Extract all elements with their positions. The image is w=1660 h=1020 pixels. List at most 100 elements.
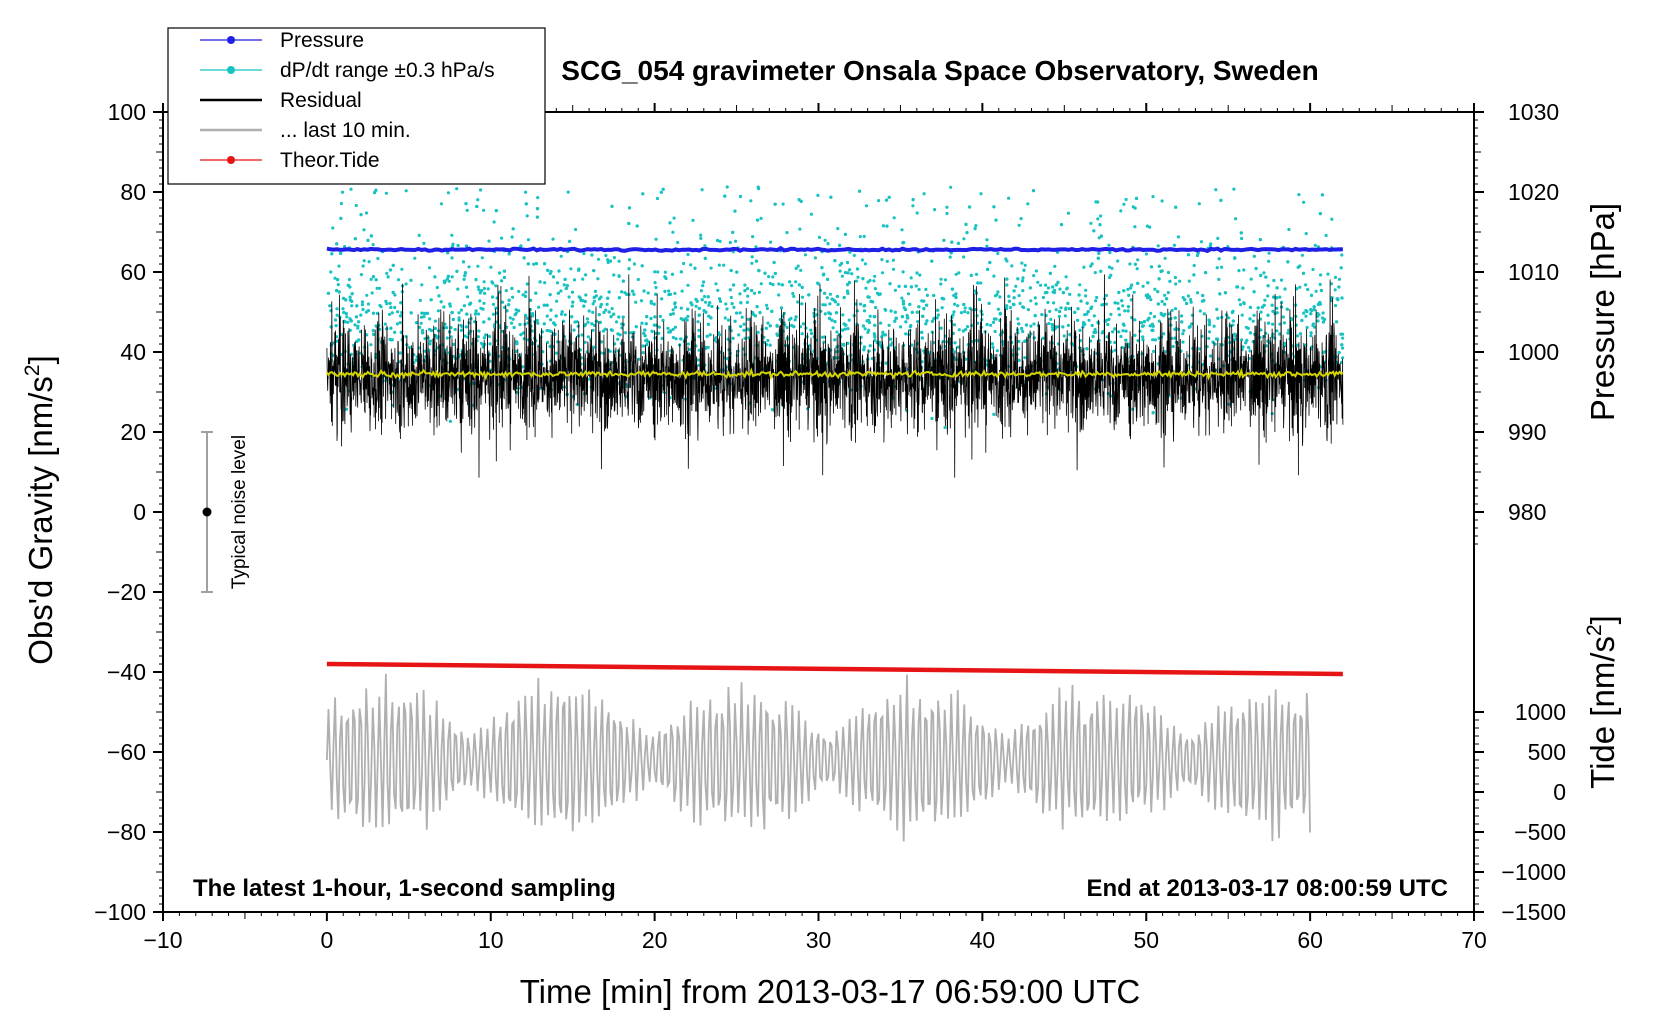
dpdt-point — [654, 237, 658, 241]
dpdt-point — [1302, 200, 1306, 204]
dpdt-point — [1139, 321, 1144, 325]
dpdt-point — [521, 365, 525, 369]
dpdt-point — [952, 310, 956, 314]
dpdt-point — [409, 311, 413, 315]
dpdt-point — [393, 305, 397, 310]
dpdt-point — [1005, 304, 1009, 308]
y-axis-left-title: Obs'd Gravity [nm/s2] — [21, 355, 59, 665]
dpdt-point — [374, 278, 378, 282]
dpdt-point — [974, 308, 978, 312]
dpdt-point — [1270, 303, 1274, 307]
dpdt-point — [722, 263, 726, 267]
dpdt-point — [841, 328, 845, 332]
dpdt-point — [616, 337, 620, 341]
dpdt-point — [729, 268, 733, 273]
dpdt-point — [1180, 314, 1184, 318]
dpdt-point — [1140, 324, 1145, 328]
dpdt-point — [1017, 339, 1021, 343]
dpdt-point — [621, 279, 626, 283]
dpdt-point — [328, 304, 332, 308]
dpdt-point — [451, 317, 455, 322]
dpdt-point — [1202, 298, 1206, 303]
dpdt-point — [461, 260, 466, 264]
dpdt-point — [361, 264, 365, 268]
dpdt-point — [1121, 304, 1125, 308]
dpdt-point — [634, 325, 638, 329]
dpdt-point — [575, 402, 579, 407]
dpdt-point — [653, 315, 657, 319]
dpdt-point — [1216, 236, 1220, 240]
dpdt-point — [866, 295, 870, 299]
dpdt-point — [598, 320, 602, 324]
dpdt-point — [840, 274, 845, 278]
dpdt-point — [564, 286, 568, 291]
dpdt-point — [341, 307, 345, 311]
dpdt-point — [1107, 243, 1111, 247]
dpdt-point — [921, 314, 925, 318]
dpdt-point — [1054, 308, 1058, 312]
dpdt-point — [1170, 308, 1174, 312]
dpdt-point — [1322, 350, 1326, 354]
dpdt-point — [663, 289, 667, 293]
dpdt-point — [629, 331, 633, 335]
dpdt-point — [1050, 323, 1054, 327]
dpdt-point — [359, 213, 363, 217]
dpdt-point — [856, 275, 860, 279]
dpdt-point — [1165, 297, 1169, 301]
dpdt-point — [661, 318, 665, 322]
dpdt-point — [880, 335, 884, 339]
dpdt-point — [491, 281, 495, 285]
dpdt-point — [769, 240, 773, 244]
dpdt-point — [961, 329, 966, 333]
dpdt-point — [935, 316, 939, 320]
dpdt-point — [1151, 328, 1155, 332]
dpdt-point — [1237, 269, 1241, 273]
dpdt-point — [366, 238, 370, 242]
dpdt-point — [1215, 307, 1219, 311]
dpdt-point — [1187, 354, 1191, 358]
dpdt-point — [1340, 253, 1344, 257]
dpdt-point — [1239, 231, 1243, 235]
dpdt-point — [1083, 313, 1087, 317]
dpdt-point — [609, 315, 613, 319]
dpdt-point — [1107, 317, 1111, 321]
dpdt-point — [579, 356, 583, 360]
dpdt-point — [953, 341, 957, 345]
dpdt-point — [689, 263, 693, 267]
dpdt-point — [879, 321, 883, 325]
dpdt-point — [885, 259, 889, 263]
dpdt-point — [903, 284, 908, 288]
dpdt-point — [778, 317, 782, 322]
dpdt-point — [356, 326, 360, 330]
dpdt-point — [957, 271, 961, 275]
dpdt-point — [570, 315, 574, 319]
dpdt-point — [940, 306, 944, 310]
dpdt-point — [864, 204, 869, 208]
dpdt-point — [1133, 225, 1137, 229]
dpdt-point — [1319, 273, 1323, 277]
dpdt-point — [414, 321, 419, 325]
dpdt-point — [1286, 260, 1290, 264]
dpdt-point — [1254, 266, 1258, 271]
dpdt-point — [1330, 217, 1334, 221]
dpdt-point — [645, 342, 649, 347]
dpdt-point — [464, 325, 468, 329]
dpdt-point — [482, 280, 486, 284]
dpdt-point — [891, 258, 896, 262]
dpdt-point — [738, 194, 743, 199]
dpdt-point — [1051, 328, 1055, 332]
dpdt-point — [666, 326, 670, 330]
dpdt-point — [445, 336, 449, 340]
dpdt-point — [767, 275, 771, 279]
dpdt-point — [489, 265, 493, 269]
dpdt-point — [861, 324, 866, 328]
dpdt-point — [850, 272, 854, 276]
dpdt-point — [902, 240, 906, 245]
dpdt-point — [1019, 217, 1023, 221]
dpdt-point — [1113, 327, 1117, 331]
dpdt-point — [1287, 227, 1291, 232]
dpdt-point — [652, 302, 656, 306]
y-axis-left: −100 −80 −60 −40 −20 0 20 40 60 80 100 — [94, 99, 163, 925]
dpdt-point — [951, 313, 955, 317]
dpdt-point — [1048, 309, 1052, 313]
